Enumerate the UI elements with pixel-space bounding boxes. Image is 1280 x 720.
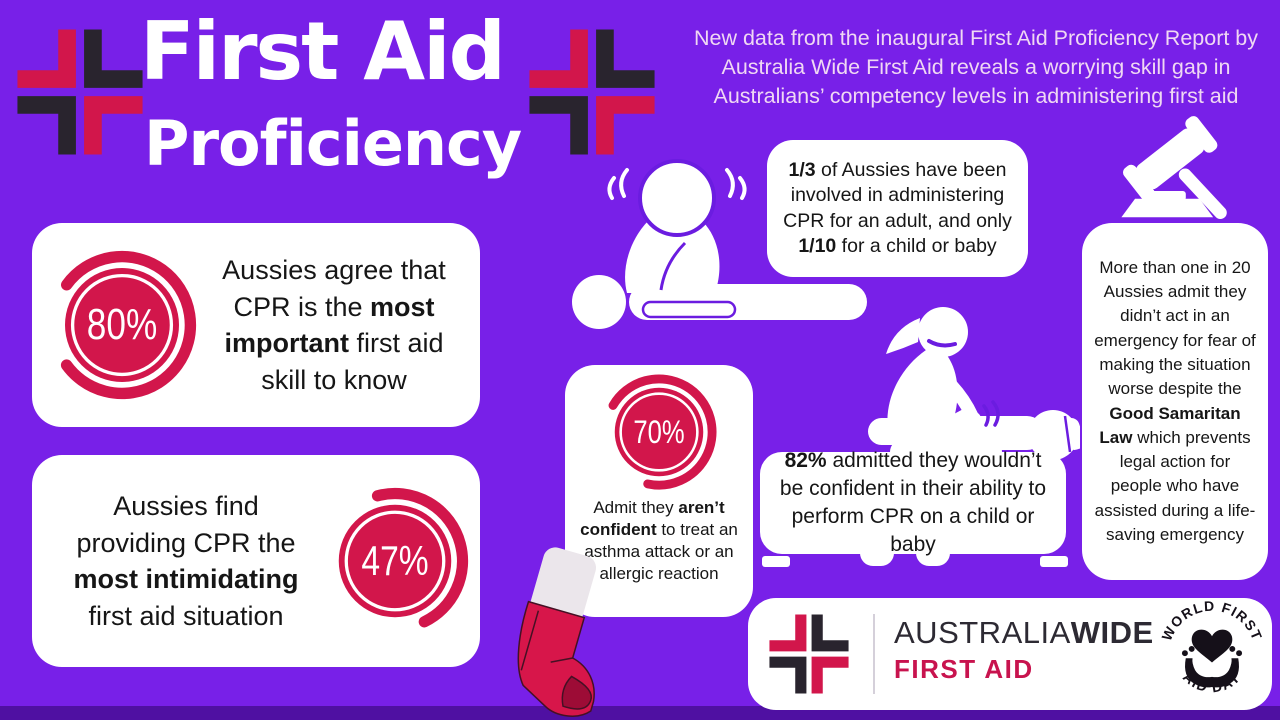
brand-wordmark: AUSTRALIAWIDE FIRST AID bbox=[894, 615, 1154, 685]
brand-cross-mark-right-icon bbox=[524, 24, 660, 160]
stat-card-child-cpr-confidence: 82% admitted they wouldn’t be confident … bbox=[760, 449, 1066, 556]
inhaler-illustration bbox=[483, 545, 633, 720]
stat-card-cpr-involvement: 1/3 of Aussies have been involved in adm… bbox=[767, 140, 1028, 277]
stat-text: Aussies agree that CPR is the most impor… bbox=[222, 255, 446, 395]
page-title-line1: First Aid bbox=[140, 5, 506, 98]
bench-foot bbox=[860, 553, 894, 566]
page-title-line2: Proficiency bbox=[144, 107, 522, 180]
intro-paragraph: New data from the inaugural First Aid Pr… bbox=[693, 26, 1259, 108]
gauge-80-percent: 80% bbox=[46, 249, 198, 401]
stat-card-good-samaritan: More than one in 20 Aussies admit they d… bbox=[1082, 223, 1268, 580]
gauge-value: 70% bbox=[633, 414, 685, 450]
gavel-icon bbox=[1098, 108, 1258, 230]
brand-footer-card: AUSTRALIAWIDE FIRST AID WORLD FIRST AID … bbox=[748, 598, 1272, 710]
brand-name: AUSTRALIAWIDE bbox=[894, 615, 1154, 650]
brand-cross-mark-left-icon bbox=[10, 24, 150, 160]
stat-text: Admit they aren’t confident to treat an … bbox=[580, 498, 738, 583]
stat-card-asthma-confidence: 70% Admit they aren’t confident to treat… bbox=[565, 365, 753, 617]
logo-divider bbox=[873, 614, 875, 694]
stat-card-cpr-intimidating: Aussies find providing CPR the most inti… bbox=[32, 455, 480, 667]
gauge-47-percent: 47% bbox=[320, 486, 470, 636]
stat-text: 1/3 of Aussies have been involved in adm… bbox=[783, 158, 1012, 258]
brand-subtitle: FIRST AID bbox=[894, 654, 1034, 684]
gauge-value: 47% bbox=[361, 537, 429, 584]
stat-text: More than one in 20 Aussies admit they d… bbox=[1094, 257, 1256, 544]
world-first-aid-day-badge: WORLD FIRST AID DAY bbox=[1157, 599, 1267, 709]
stat-card-cpr-importance: 80% Aussies agree that CPR is the most i… bbox=[32, 223, 480, 427]
stat-text: 82% admitted they wouldn’t be confident … bbox=[779, 449, 1047, 556]
bench-leg bbox=[762, 556, 790, 567]
bench-foot bbox=[916, 553, 950, 566]
bench-leg bbox=[1040, 556, 1068, 567]
cpr-adult-illustration bbox=[565, 148, 875, 338]
hands-holding-heart-icon bbox=[1181, 629, 1243, 688]
gauge-70-percent: 70% bbox=[600, 373, 718, 491]
brand-logo-mark-icon bbox=[766, 607, 852, 701]
cpr-infant-illustration bbox=[830, 302, 1080, 467]
stat-text: Aussies find providing CPR the most inti… bbox=[73, 491, 299, 631]
gauge-value: 80% bbox=[86, 300, 158, 349]
